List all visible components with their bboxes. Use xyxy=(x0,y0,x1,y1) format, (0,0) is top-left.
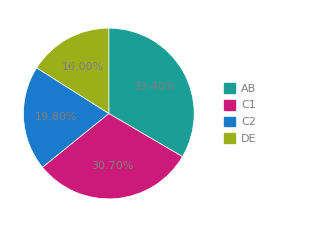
Text: 33.40%: 33.40% xyxy=(133,82,176,92)
Wedge shape xyxy=(37,28,109,114)
Wedge shape xyxy=(109,28,194,157)
Wedge shape xyxy=(43,114,182,199)
Text: 19.80%: 19.80% xyxy=(35,112,77,122)
Wedge shape xyxy=(23,68,109,167)
Legend: AB, C1, C2, DE: AB, C1, C2, DE xyxy=(221,79,260,148)
Text: 16.00%: 16.00% xyxy=(62,62,104,72)
Text: 30.70%: 30.70% xyxy=(92,161,134,171)
